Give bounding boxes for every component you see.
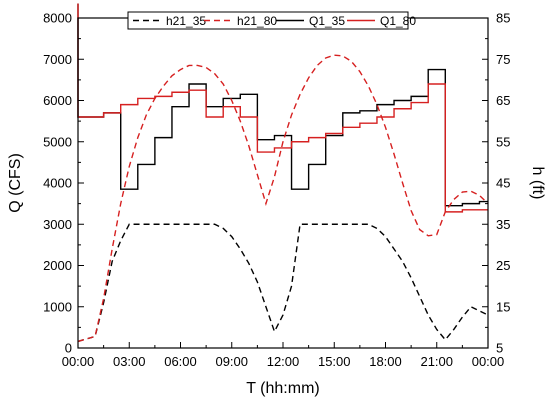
left-y-tick-label: 3000 — [43, 217, 72, 232]
left-y-tick-label: 8000 — [43, 11, 72, 26]
legend-label-h21-80: h21_80 — [237, 14, 277, 28]
right-y-tick-label: 15 — [496, 299, 510, 314]
x-tick-label: 00:00 — [472, 354, 505, 369]
x-tick-label: 03:00 — [113, 354, 146, 369]
x-tick-label: 18:00 — [369, 354, 402, 369]
x-tick-label: 15:00 — [318, 354, 351, 369]
x-tick-label: 12:00 — [267, 354, 300, 369]
right-y-tick-label: 35 — [496, 217, 510, 232]
x-tick-label: 00:00 — [62, 354, 95, 369]
left-y-tick-label: 1000 — [43, 299, 72, 314]
left-y-tick-label: 2000 — [43, 258, 72, 273]
x-tick-label: 09:00 — [215, 354, 248, 369]
x-axis-title: T (hh:mm) — [246, 380, 319, 397]
series-line-q1-80 — [77, 3, 488, 213]
right-y-tick-label: 5 — [496, 341, 503, 356]
axes: 00:00 03:00 06:00 09:00 12:00 15:00 18:00 21:00… — [43, 11, 510, 370]
right-y-tick-label: 75 — [496, 52, 510, 67]
right-y-tick-label: 25 — [496, 258, 510, 273]
plot-lines — [77, 3, 489, 343]
left-y-tick-label: 4000 — [43, 176, 72, 191]
series-line-h21-35 — [77, 223, 489, 343]
legend-box — [127, 11, 409, 30]
right-y-tick-label: 55 — [496, 134, 510, 149]
left-y-tick-label: 5000 — [43, 134, 72, 149]
left-y-tick-label: 0 — [65, 341, 72, 356]
right-y-axis-title: h (ft) — [529, 167, 546, 200]
legend: h21_35 h21_80 Q1_35 Q1_80 — [127, 11, 416, 30]
series-line-q1-35 — [77, 3, 488, 207]
right-y-tick-label: 45 — [496, 176, 510, 191]
plot-frame — [77, 17, 489, 349]
right-y-tick-label: 65 — [496, 93, 510, 108]
right-y-tick-label: 85 — [496, 11, 510, 26]
left-y-axis-title: Q (CFS) — [7, 153, 24, 213]
legend-label-q1-80: Q1_80 — [380, 14, 416, 28]
x-tick-label: 06:00 — [164, 354, 197, 369]
legend-label-h21-35: h21_35 — [166, 14, 206, 28]
x-tick-label: 21:00 — [420, 354, 453, 369]
left-y-tick-label: 7000 — [43, 52, 72, 67]
left-y-tick-label: 6000 — [43, 93, 72, 108]
series-line-h21-80 — [77, 54, 489, 343]
legend-label-q1-35: Q1_35 — [309, 14, 345, 28]
